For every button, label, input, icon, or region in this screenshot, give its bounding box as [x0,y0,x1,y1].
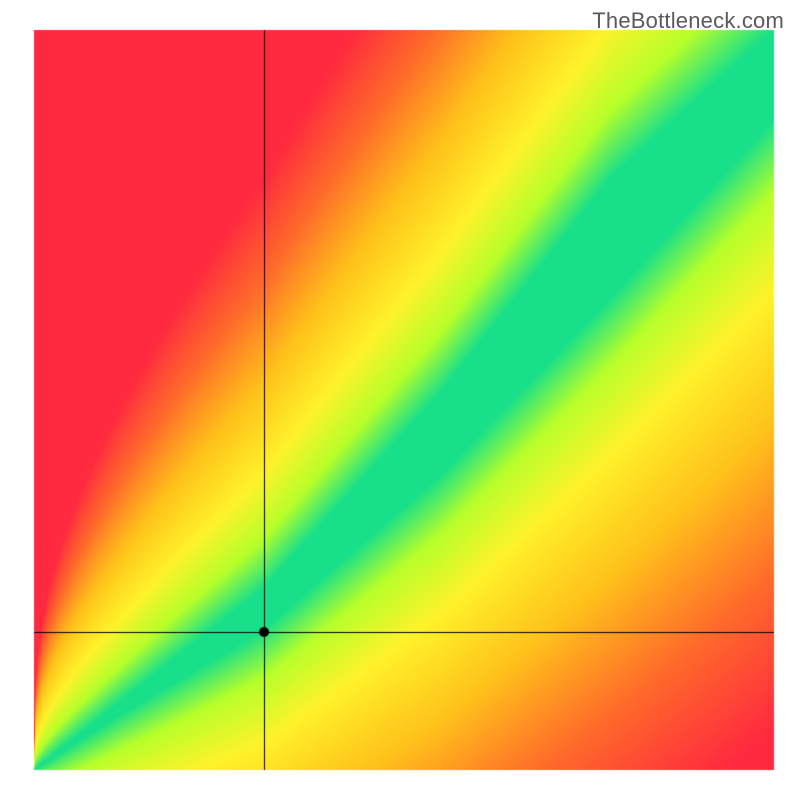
watermark-text: TheBottleneck.com [592,8,784,34]
bottleneck-heatmap [0,0,800,800]
